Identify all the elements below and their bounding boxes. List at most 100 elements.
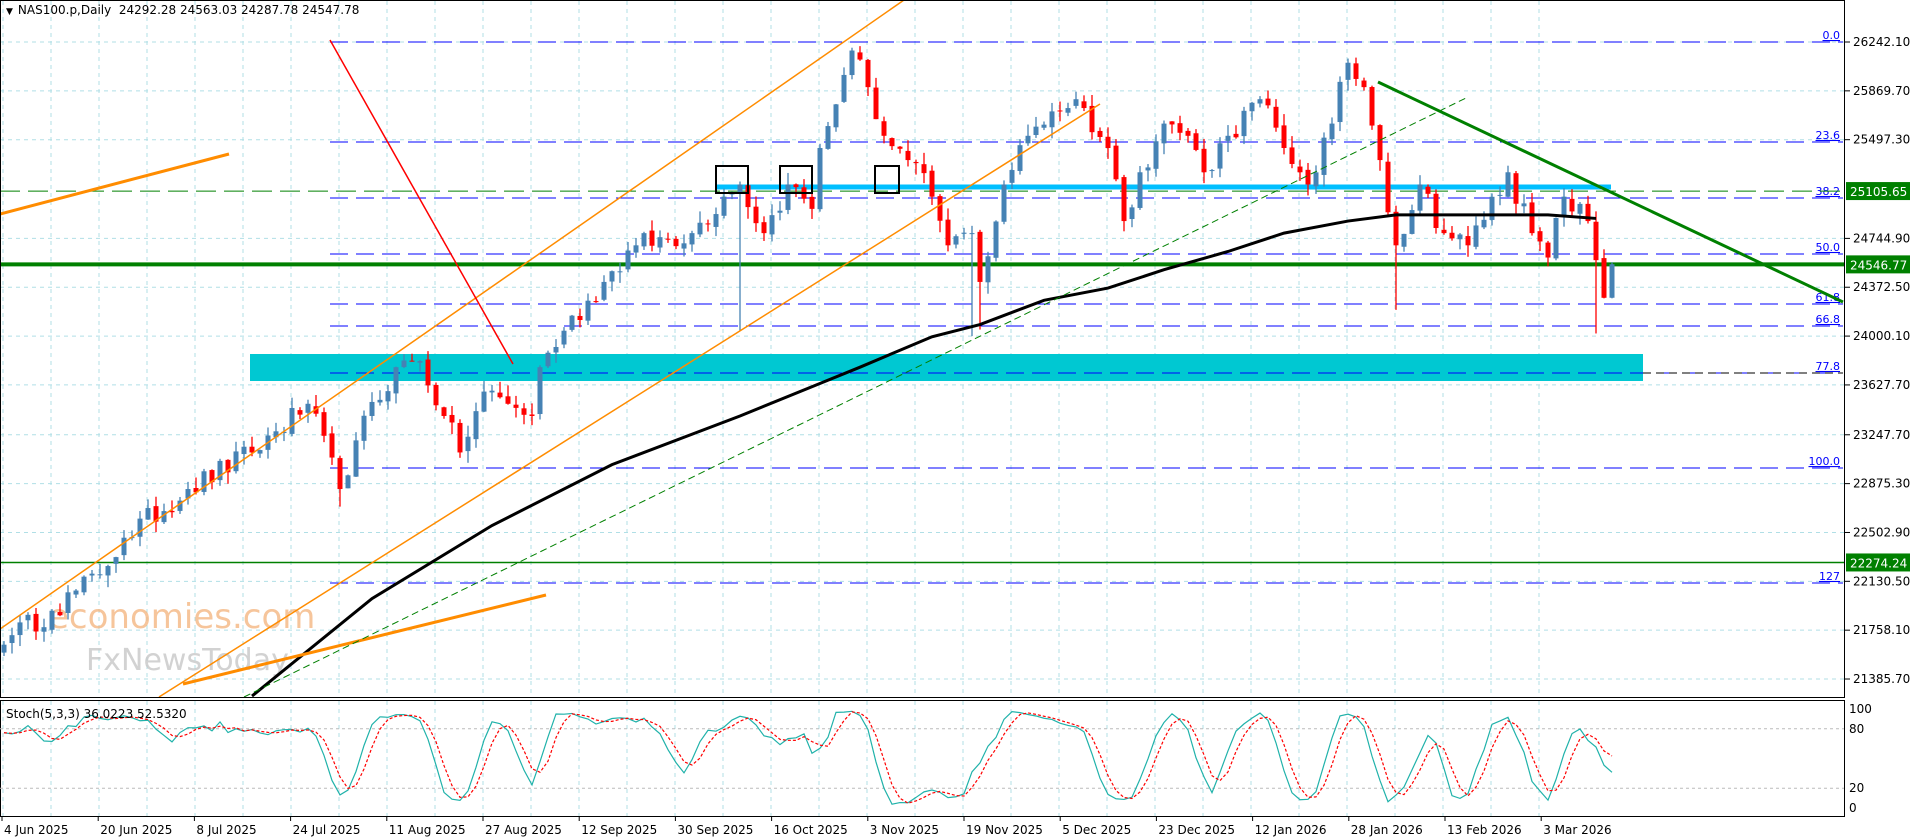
horizontal-levels[interactable] <box>0 190 1844 564</box>
ohlc-values: 24292.28 24563.03 24287.78 24547.78 <box>118 3 360 17</box>
date-label: 8 Jul 2025 <box>196 823 256 837</box>
highlight-box-3[interactable] <box>874 165 900 194</box>
candle-body <box>889 138 895 147</box>
date-label: 12 Sep 2025 <box>581 823 657 837</box>
channel-upper-line[interactable] <box>0 0 905 630</box>
candle-body <box>513 404 519 408</box>
candle-body <box>817 147 823 210</box>
candle-body <box>41 627 47 632</box>
stochastic-panel: 100 80 20 0 <box>0 702 1872 815</box>
candle-body <box>849 50 855 76</box>
red-trendline[interactable] <box>329 39 514 365</box>
candle-body <box>785 184 791 210</box>
candle-body <box>345 475 351 489</box>
candle-body <box>985 256 991 283</box>
orange-trendline-short[interactable] <box>0 152 230 216</box>
candle-body <box>1329 123 1335 140</box>
candle-body <box>793 184 799 188</box>
date-label: 3 Nov 2025 <box>870 823 939 837</box>
candle-body <box>673 238 679 247</box>
highlight-box-2[interactable] <box>779 165 813 194</box>
date-label: 5 Dec 2025 <box>1062 823 1131 837</box>
channel-lower-line[interactable] <box>158 103 1101 698</box>
candle-body <box>353 440 359 477</box>
candle-body <box>649 230 655 246</box>
candle-body <box>545 352 551 367</box>
candle-body <box>49 610 55 630</box>
candle-body <box>457 422 463 453</box>
candle-body <box>1265 98 1271 106</box>
candle-body <box>1161 123 1167 144</box>
candle-body <box>145 508 151 520</box>
candle-body <box>1585 203 1591 222</box>
candle-body <box>809 196 815 209</box>
candle-body <box>857 52 863 60</box>
candle-body <box>777 210 783 213</box>
candle-body <box>1465 236 1471 246</box>
time-axis[interactable]: 4 Jun 2025 20 Jun 2025 8 Jul 2025 24 Jul 20… <box>1 816 1612 837</box>
price-tick-label: 22502.90 <box>1853 525 1910 539</box>
candle-body <box>1609 264 1615 298</box>
date-label: 19 Nov 2025 <box>966 823 1043 837</box>
candle-body <box>1129 207 1135 220</box>
candle-body <box>377 399 383 403</box>
candle-body <box>1561 196 1567 218</box>
stoch-level-label: 80 <box>1849 722 1864 736</box>
candle-body <box>305 403 311 413</box>
candle-body <box>1289 147 1295 164</box>
candle-body <box>65 592 71 613</box>
candle-body <box>969 233 975 235</box>
candle-body <box>1177 123 1183 133</box>
candle-body <box>1577 203 1583 214</box>
candle-body <box>745 185 751 208</box>
candle-body <box>1553 217 1559 259</box>
candle-body <box>721 196 727 216</box>
candle-body <box>1305 169 1311 185</box>
candle-body <box>137 518 143 537</box>
fib-level-label: 77.8 <box>1816 360 1841 373</box>
candle-body <box>257 450 263 454</box>
candle-body <box>409 360 415 362</box>
candle-body <box>329 433 335 458</box>
date-label: 16 Oct 2025 <box>774 823 848 837</box>
price-tick-label: 21385.70 <box>1853 672 1910 686</box>
price-level-badge-label: 22274.24 <box>1850 556 1907 570</box>
price-tick-label: 23247.70 <box>1853 428 1910 442</box>
dropdown-triangle-icon[interactable]: ▼ <box>6 7 13 17</box>
candle-body <box>633 245 639 253</box>
candle-body <box>369 401 375 416</box>
date-label: 30 Sep 2025 <box>677 823 753 837</box>
green-downtrend-line[interactable] <box>1377 80 1844 304</box>
candle-body <box>905 150 911 161</box>
orange-trendline-lower[interactable] <box>182 593 547 686</box>
date-label: 24 Jul 2025 <box>293 823 361 837</box>
candle-body <box>1249 102 1255 112</box>
candle-body <box>601 281 607 300</box>
candle-body <box>1209 170 1215 172</box>
price-axis[interactable]: 26242.10 25869.70 25497.30 24744.90 24372.50… <box>1845 35 1910 686</box>
candle-body <box>897 146 903 149</box>
candle-body <box>201 471 207 492</box>
candle-body <box>705 223 711 225</box>
candle-body <box>577 315 583 321</box>
candle-body <box>1225 135 1231 141</box>
candle-body <box>1385 161 1391 213</box>
candle-body <box>1537 231 1543 242</box>
green-dashed-trendline[interactable] <box>243 97 1467 698</box>
candle-body <box>465 436 471 452</box>
stoch-d-line <box>3 711 1613 804</box>
support-zone <box>250 354 1643 381</box>
highlight-box-1[interactable] <box>715 165 749 194</box>
candle-body <box>225 459 231 473</box>
candle-body <box>433 384 439 406</box>
watermark-economies: economies.com <box>48 597 315 637</box>
stoch-level-label: 0 <box>1849 801 1857 815</box>
candle-body <box>1433 193 1439 229</box>
candle-body <box>505 396 511 404</box>
candle-body <box>865 59 871 88</box>
price-level-badge <box>1846 255 1910 274</box>
main-chart-frame <box>0 0 1845 698</box>
candle-body <box>1041 124 1047 128</box>
